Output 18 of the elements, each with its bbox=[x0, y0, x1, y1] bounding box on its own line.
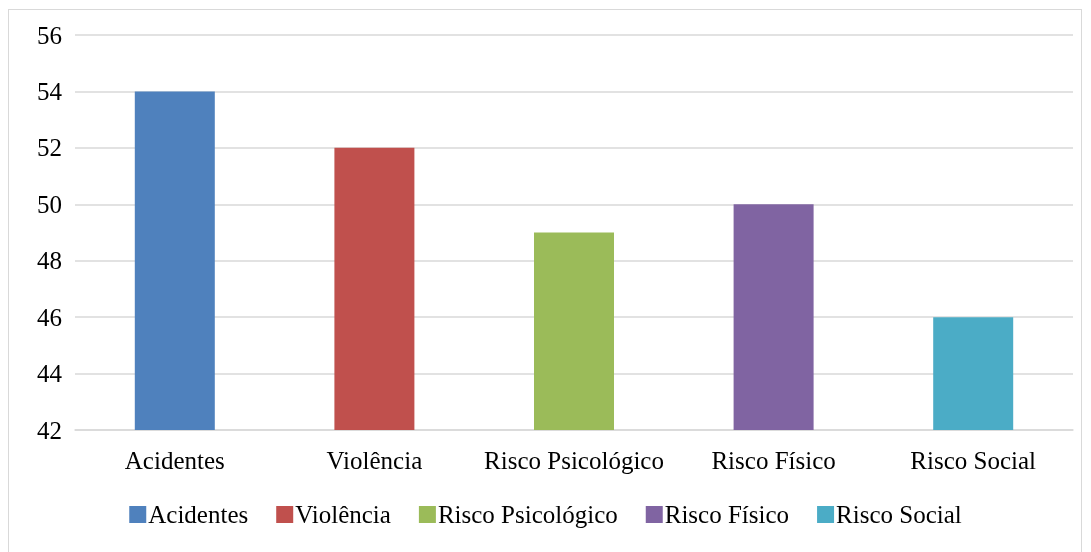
legend-label: Risco Físico bbox=[664, 501, 790, 528]
legend-label: Acidentes bbox=[148, 501, 249, 528]
y-tick-label: 56 bbox=[37, 21, 62, 49]
x-tick-label: Violência bbox=[326, 447, 423, 474]
legend-label: Violência bbox=[295, 501, 391, 528]
y-tick-label: 50 bbox=[37, 190, 62, 218]
x-tick-label: Risco Físico bbox=[711, 447, 836, 474]
x-tick-label: Acidentes bbox=[124, 447, 225, 474]
x-tick-label: Risco Psicológico bbox=[484, 447, 664, 474]
y-tick-label: 48 bbox=[37, 247, 62, 275]
legend-label: Risco Psicológico bbox=[437, 501, 618, 528]
y-tick-label: 52 bbox=[37, 134, 62, 162]
y-tick-label: 54 bbox=[37, 77, 63, 105]
legend-label: Risco Social bbox=[836, 501, 962, 528]
x-tick-label: Risco Social bbox=[910, 447, 1037, 474]
y-tick-label: 46 bbox=[37, 303, 62, 331]
y-tick-label: 44 bbox=[37, 360, 63, 388]
y-tick-label: 42 bbox=[37, 416, 62, 444]
